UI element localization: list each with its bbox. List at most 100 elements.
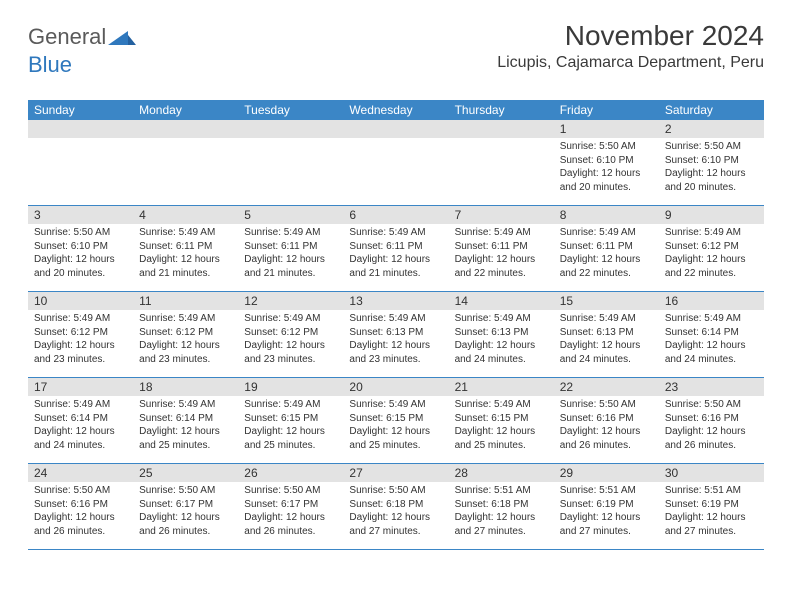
day-cell: 28Sunrise: 5:51 AMSunset: 6:18 PMDayligh…	[449, 464, 554, 549]
daylight-text: Daylight: 12 hours and 27 minutes.	[665, 511, 758, 538]
day-cell: 18Sunrise: 5:49 AMSunset: 6:14 PMDayligh…	[133, 378, 238, 463]
day-content: Sunrise: 5:50 AMSunset: 6:10 PMDaylight:…	[659, 138, 764, 198]
sunrise-text: Sunrise: 5:49 AM	[349, 312, 442, 326]
day-number: 29	[554, 464, 659, 482]
daylight-text: Daylight: 12 hours and 22 minutes.	[665, 253, 758, 280]
sunrise-text: Sunrise: 5:49 AM	[139, 226, 232, 240]
day-number: 19	[238, 378, 343, 396]
day-cell	[28, 120, 133, 205]
daylight-text: Daylight: 12 hours and 26 minutes.	[139, 511, 232, 538]
daylight-text: Daylight: 12 hours and 26 minutes.	[244, 511, 337, 538]
day-cell: 9Sunrise: 5:49 AMSunset: 6:12 PMDaylight…	[659, 206, 764, 291]
day-cell: 6Sunrise: 5:49 AMSunset: 6:11 PMDaylight…	[343, 206, 448, 291]
day-number: 1	[554, 120, 659, 138]
day-number: 30	[659, 464, 764, 482]
day-cell: 29Sunrise: 5:51 AMSunset: 6:19 PMDayligh…	[554, 464, 659, 549]
day-content: Sunrise: 5:49 AMSunset: 6:14 PMDaylight:…	[133, 396, 238, 456]
day-number: 26	[238, 464, 343, 482]
day-number: 13	[343, 292, 448, 310]
day-content: Sunrise: 5:50 AMSunset: 6:16 PMDaylight:…	[659, 396, 764, 456]
day-content: Sunrise: 5:50 AMSunset: 6:10 PMDaylight:…	[554, 138, 659, 198]
sunset-text: Sunset: 6:16 PM	[34, 498, 127, 512]
daylight-text: Daylight: 12 hours and 25 minutes.	[349, 425, 442, 452]
daylight-text: Daylight: 12 hours and 23 minutes.	[349, 339, 442, 366]
month-title: November 2024	[497, 20, 764, 52]
daylight-text: Daylight: 12 hours and 24 minutes.	[455, 339, 548, 366]
day-number: 11	[133, 292, 238, 310]
day-content	[133, 138, 238, 198]
day-number: 4	[133, 206, 238, 224]
day-cell: 8Sunrise: 5:49 AMSunset: 6:11 PMDaylight…	[554, 206, 659, 291]
day-number: 24	[28, 464, 133, 482]
sunrise-text: Sunrise: 5:49 AM	[455, 226, 548, 240]
sunset-text: Sunset: 6:19 PM	[665, 498, 758, 512]
day-content	[238, 138, 343, 198]
day-content: Sunrise: 5:49 AMSunset: 6:11 PMDaylight:…	[554, 224, 659, 284]
sunset-text: Sunset: 6:10 PM	[665, 154, 758, 168]
location-text: Licupis, Cajamarca Department, Peru	[497, 54, 764, 72]
sunrise-text: Sunrise: 5:50 AM	[349, 484, 442, 498]
sunset-text: Sunset: 6:14 PM	[139, 412, 232, 426]
day-content: Sunrise: 5:49 AMSunset: 6:12 PMDaylight:…	[28, 310, 133, 370]
daylight-text: Daylight: 12 hours and 25 minutes.	[455, 425, 548, 452]
sunset-text: Sunset: 6:12 PM	[665, 240, 758, 254]
sunset-text: Sunset: 6:17 PM	[244, 498, 337, 512]
day-number: 23	[659, 378, 764, 396]
sunrise-text: Sunrise: 5:50 AM	[560, 140, 653, 154]
day-content: Sunrise: 5:49 AMSunset: 6:11 PMDaylight:…	[133, 224, 238, 284]
day-cell: 17Sunrise: 5:49 AMSunset: 6:14 PMDayligh…	[28, 378, 133, 463]
week-row: 10Sunrise: 5:49 AMSunset: 6:12 PMDayligh…	[28, 292, 764, 378]
day-number	[343, 120, 448, 138]
sunrise-text: Sunrise: 5:50 AM	[139, 484, 232, 498]
daylight-text: Daylight: 12 hours and 23 minutes.	[34, 339, 127, 366]
day-content	[28, 138, 133, 198]
day-cell: 16Sunrise: 5:49 AMSunset: 6:14 PMDayligh…	[659, 292, 764, 377]
sunset-text: Sunset: 6:15 PM	[349, 412, 442, 426]
logo-triangle-icon	[108, 29, 136, 45]
day-cell: 14Sunrise: 5:49 AMSunset: 6:13 PMDayligh…	[449, 292, 554, 377]
sunrise-text: Sunrise: 5:50 AM	[34, 484, 127, 498]
day-header-saturday: Saturday	[659, 100, 764, 120]
sunset-text: Sunset: 6:12 PM	[34, 326, 127, 340]
day-number: 21	[449, 378, 554, 396]
day-number: 27	[343, 464, 448, 482]
day-number: 20	[343, 378, 448, 396]
sunset-text: Sunset: 6:11 PM	[244, 240, 337, 254]
sunrise-text: Sunrise: 5:49 AM	[349, 398, 442, 412]
day-number: 8	[554, 206, 659, 224]
sunrise-text: Sunrise: 5:49 AM	[139, 398, 232, 412]
day-content: Sunrise: 5:49 AMSunset: 6:11 PMDaylight:…	[449, 224, 554, 284]
sunset-text: Sunset: 6:11 PM	[139, 240, 232, 254]
day-header-sunday: Sunday	[28, 100, 133, 120]
week-row: 3Sunrise: 5:50 AMSunset: 6:10 PMDaylight…	[28, 206, 764, 292]
sunset-text: Sunset: 6:11 PM	[349, 240, 442, 254]
day-cell: 22Sunrise: 5:50 AMSunset: 6:16 PMDayligh…	[554, 378, 659, 463]
day-content	[343, 138, 448, 198]
daylight-text: Daylight: 12 hours and 26 minutes.	[665, 425, 758, 452]
day-cell	[343, 120, 448, 205]
sunset-text: Sunset: 6:15 PM	[455, 412, 548, 426]
day-number: 22	[554, 378, 659, 396]
day-cell: 2Sunrise: 5:50 AMSunset: 6:10 PMDaylight…	[659, 120, 764, 205]
daylight-text: Daylight: 12 hours and 21 minutes.	[349, 253, 442, 280]
sunset-text: Sunset: 6:13 PM	[455, 326, 548, 340]
day-cell	[133, 120, 238, 205]
day-content: Sunrise: 5:50 AMSunset: 6:17 PMDaylight:…	[238, 482, 343, 542]
day-cell: 27Sunrise: 5:50 AMSunset: 6:18 PMDayligh…	[343, 464, 448, 549]
daylight-text: Daylight: 12 hours and 24 minutes.	[560, 339, 653, 366]
day-content: Sunrise: 5:50 AMSunset: 6:16 PMDaylight:…	[554, 396, 659, 456]
daylight-text: Daylight: 12 hours and 21 minutes.	[139, 253, 232, 280]
sunrise-text: Sunrise: 5:49 AM	[455, 398, 548, 412]
day-header-wednesday: Wednesday	[343, 100, 448, 120]
daylight-text: Daylight: 12 hours and 20 minutes.	[665, 167, 758, 194]
sunrise-text: Sunrise: 5:50 AM	[34, 226, 127, 240]
daylight-text: Daylight: 12 hours and 22 minutes.	[455, 253, 548, 280]
sunset-text: Sunset: 6:11 PM	[560, 240, 653, 254]
sunrise-text: Sunrise: 5:49 AM	[244, 398, 337, 412]
day-number	[133, 120, 238, 138]
daylight-text: Daylight: 12 hours and 24 minutes.	[34, 425, 127, 452]
day-number	[238, 120, 343, 138]
daylight-text: Daylight: 12 hours and 20 minutes.	[34, 253, 127, 280]
week-row: 24Sunrise: 5:50 AMSunset: 6:16 PMDayligh…	[28, 464, 764, 550]
daylight-text: Daylight: 12 hours and 27 minutes.	[455, 511, 548, 538]
